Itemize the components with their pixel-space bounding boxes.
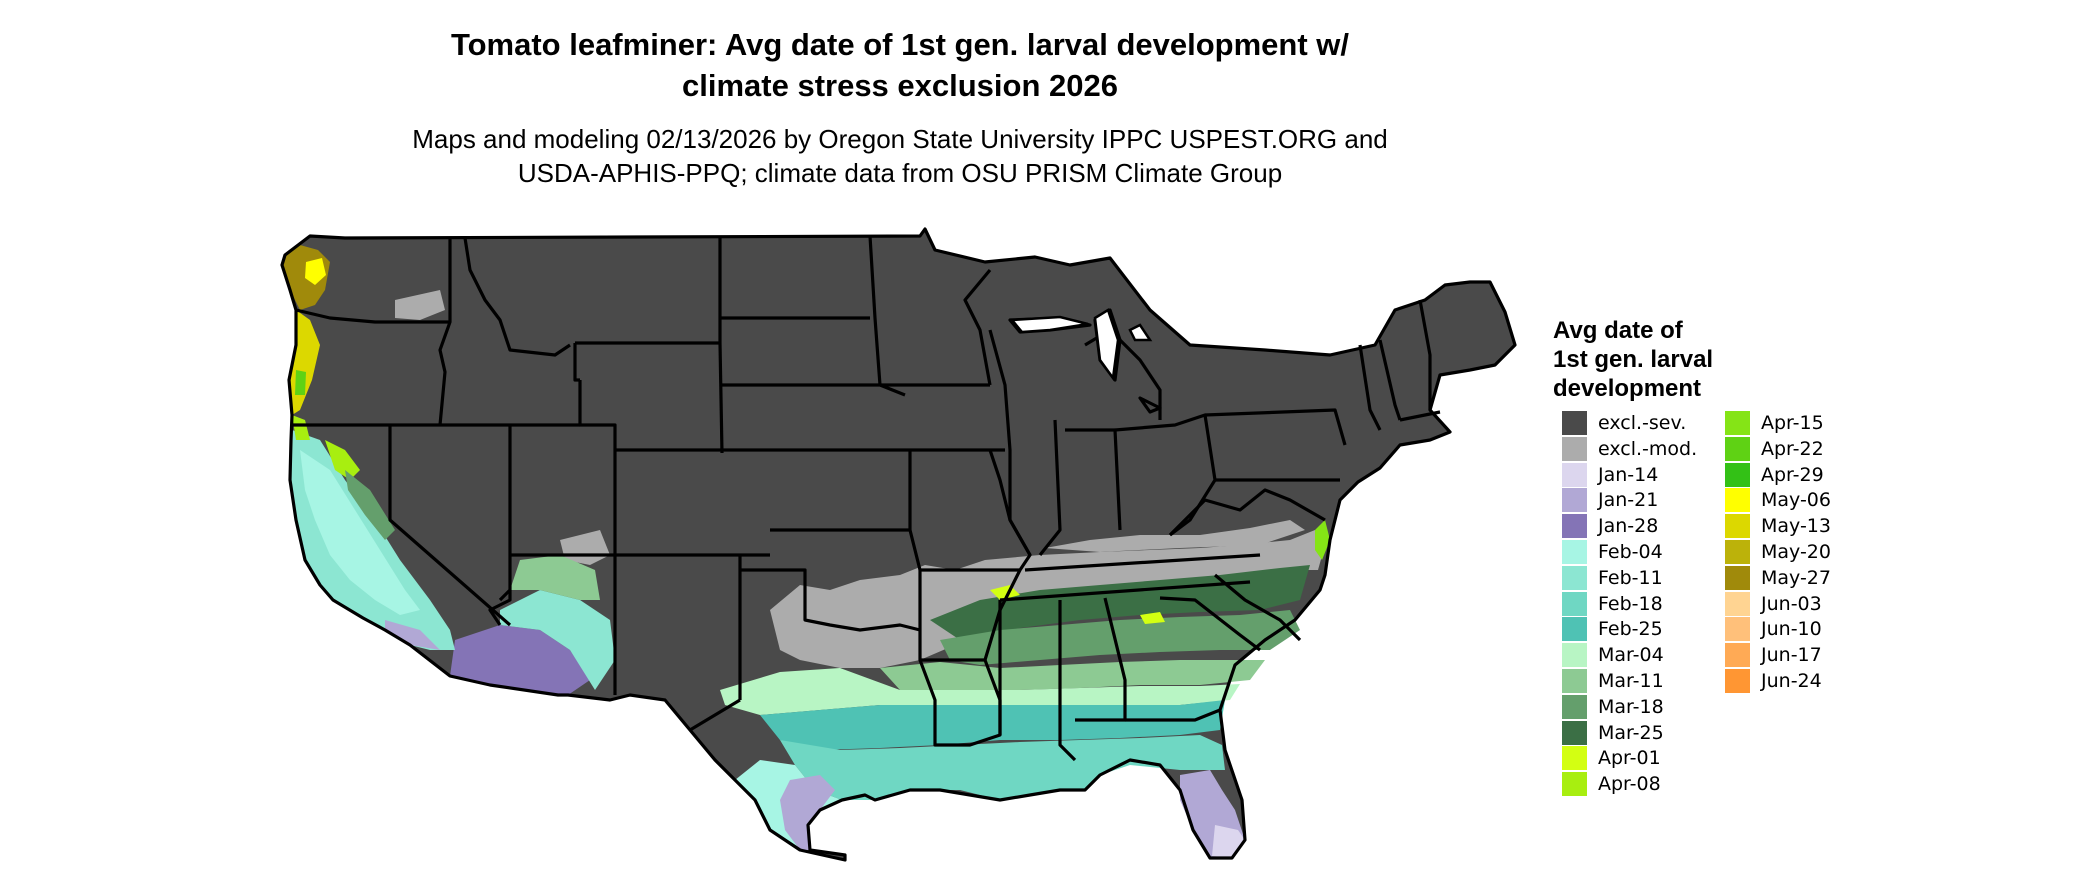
legend-label: excl.-mod. <box>1598 437 1698 460</box>
legend-label: May-06 <box>1761 489 1831 512</box>
legend-swatch <box>1725 462 1750 487</box>
legend-label: Apr-22 <box>1761 437 1824 460</box>
legend-swatch <box>1562 462 1587 487</box>
zone-jan-28-arizona <box>450 625 590 695</box>
map-title: Tomato leafminer: Avg date of 1st gen. l… <box>300 24 1500 106</box>
zone-mar-18 <box>940 610 1300 665</box>
legend-swatch <box>1562 668 1587 693</box>
legend-label: Apr-01 <box>1598 747 1661 770</box>
legend-swatch <box>1562 746 1587 771</box>
legend-swatch <box>1725 436 1750 461</box>
legend-swatch <box>1562 772 1587 797</box>
legend-swatch <box>1562 643 1587 668</box>
legend-swatch <box>1562 436 1587 461</box>
legend-swatch <box>1725 488 1750 513</box>
legend-title-line-2: 1st gen. larval <box>1553 346 1714 373</box>
legend-label: Jan-14 <box>1598 463 1659 486</box>
legend-label: Jan-21 <box>1598 489 1659 512</box>
zone-jan-21-california <box>385 620 440 650</box>
zone-mar-04 <box>720 668 1240 715</box>
legend-swatch <box>1725 617 1750 642</box>
legend-swatch <box>1725 668 1750 693</box>
legend-swatch <box>1562 694 1587 719</box>
legend-label: Jan-28 <box>1598 515 1659 538</box>
legend-swatch <box>1562 514 1587 539</box>
zone-feb-04-california <box>300 450 420 615</box>
zone-feb-25 <box>760 700 1225 750</box>
legend-swatch <box>1562 488 1587 513</box>
legend-swatch <box>1562 720 1587 745</box>
legend-swatch <box>1725 514 1750 539</box>
legend-label: Feb-25 <box>1598 618 1663 641</box>
legend-label: Mar-11 <box>1598 669 1664 692</box>
map-subtitle: Maps and modeling 02/13/2026 by Oregon S… <box>300 122 1500 190</box>
zone-apr-08-sierra <box>292 415 360 480</box>
legend-swatch <box>1562 411 1587 435</box>
map-subtitle-line-2: USDA-APHIS-PPQ; climate data from OSU PR… <box>517 158 1283 188</box>
legend-title-line-3: development <box>1553 375 1702 402</box>
legend-label: Feb-18 <box>1598 592 1663 615</box>
legend-label: Jun-17 <box>1761 644 1822 667</box>
legend-swatch <box>1562 617 1587 642</box>
zone-mar-18-sierra <box>345 470 395 540</box>
map-title-line-1: Tomato leafminer: Avg date of 1st gen. l… <box>450 27 1350 62</box>
legend-label: Mar-25 <box>1598 721 1664 744</box>
zone-excl-mod-west <box>395 290 610 565</box>
legend-title-line-1: Avg date of <box>1553 317 1683 344</box>
legend-label: Apr-08 <box>1598 773 1661 796</box>
zone-apr-15-virginia <box>1315 520 1330 560</box>
legend-label: Jun-24 <box>1761 669 1822 692</box>
map-title-line-2: climate stress exclusion 2026 <box>682 68 1118 103</box>
legend-label: excl.-sev. <box>1598 412 1687 434</box>
legend-label: Mar-04 <box>1598 644 1664 667</box>
legend-swatch <box>1725 539 1750 564</box>
legend-swatch <box>1725 591 1750 616</box>
legend-label: Feb-04 <box>1598 540 1663 563</box>
legend-label: Jun-03 <box>1761 592 1822 615</box>
zone-mar-11-arizona <box>510 555 600 600</box>
zone-feb-11-arizona <box>500 590 615 690</box>
legend-swatch <box>1562 539 1587 564</box>
legend-label: Feb-11 <box>1598 566 1663 589</box>
legend-swatch <box>1725 411 1750 435</box>
legend-swatch <box>1725 565 1750 590</box>
zone-may-06-washington <box>305 258 326 285</box>
legend-label: Apr-15 <box>1761 412 1824 434</box>
legend-label: Jun-10 <box>1761 618 1822 641</box>
great-lakes <box>1009 308 1153 382</box>
legend-title: Avg date of 1st gen. larval development <box>1553 316 1713 403</box>
zone-excl-mod-ohio-valley <box>1045 520 1305 552</box>
zone-mar-11 <box>880 660 1265 690</box>
legend-swatch <box>1725 643 1750 668</box>
legend-label: Mar-18 <box>1598 695 1664 718</box>
map-subtitle-line-1: Maps and modeling 02/13/2026 by Oregon S… <box>412 124 1388 154</box>
legend-label: May-27 <box>1761 566 1831 589</box>
legend-swatch <box>1562 591 1587 616</box>
zone-feb-18 <box>780 735 1225 800</box>
legend-label: May-13 <box>1761 515 1831 538</box>
zone-apr-01-tennessee <box>990 585 1165 624</box>
legend-swatch <box>1562 565 1587 590</box>
us-map <box>280 227 1517 862</box>
zone-jan-21-texas <box>780 775 835 850</box>
legend-label: May-20 <box>1761 540 1831 563</box>
legend-label: Apr-29 <box>1761 463 1824 486</box>
zone-apr-22-oregon <box>295 370 306 395</box>
